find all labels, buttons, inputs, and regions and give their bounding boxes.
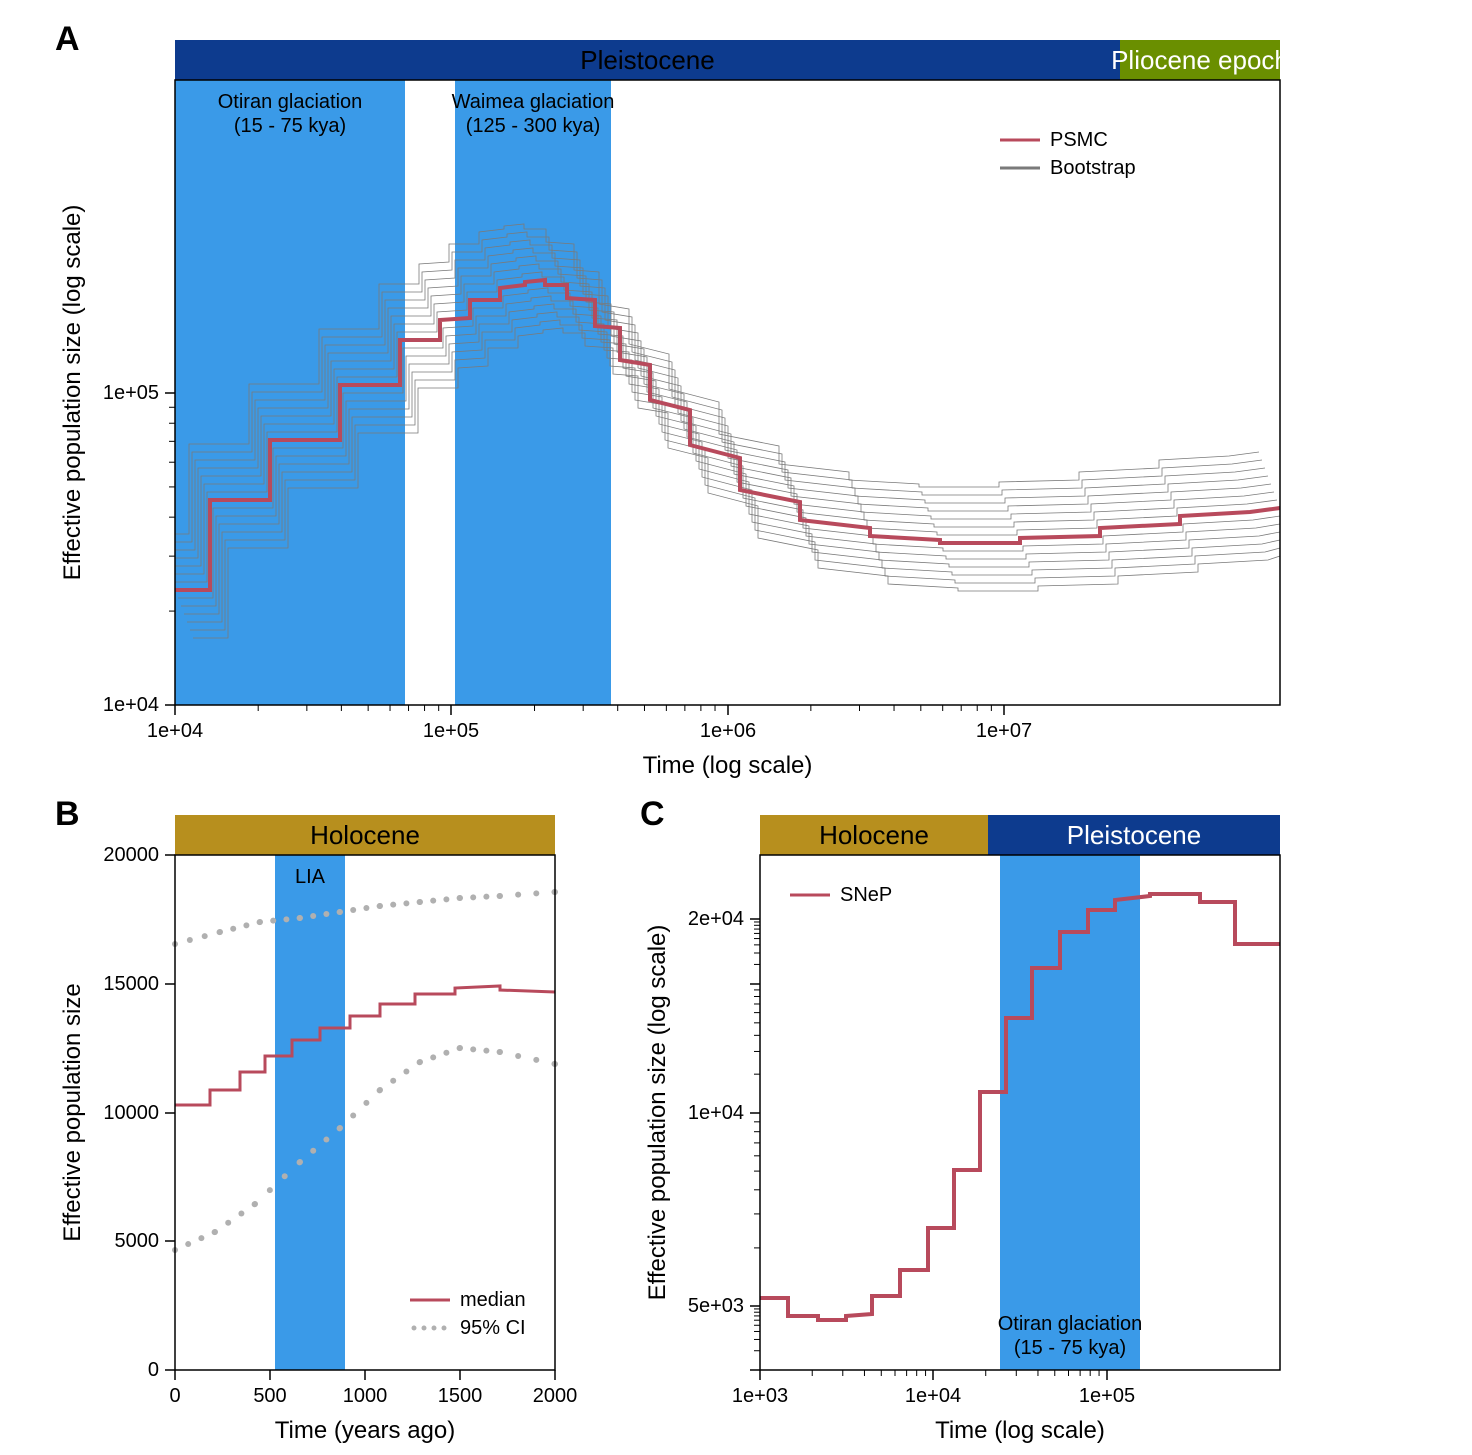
svg-text:1e+06: 1e+06	[700, 720, 756, 742]
svg-text:Waimea glaciation: Waimea glaciation	[452, 91, 615, 113]
svg-text:(125 - 300 kya): (125 - 300 kya)	[466, 115, 601, 137]
svg-text:20000: 20000	[103, 844, 159, 866]
svg-text:B: B	[55, 795, 80, 833]
svg-text:2e+04: 2e+04	[688, 908, 744, 930]
figure-svg: A Pleistocene Pliocene epoch Otiran glaciat…	[0, 0, 1472, 1455]
svg-text:Otiran glaciation: Otiran glaciation	[218, 91, 363, 113]
glaciation-band	[175, 80, 405, 705]
svg-text:Effective population size: Effective population size	[59, 983, 86, 1241]
svg-text:1e+03: 1e+03	[732, 1385, 788, 1407]
svg-text:5e+03: 5e+03	[688, 1295, 744, 1317]
legend-label: SNeP	[840, 884, 892, 906]
svg-text:Effective population size (log: Effective population size (log scale)	[59, 205, 86, 581]
svg-text:10000: 10000	[103, 1102, 159, 1124]
glaciation-band	[455, 80, 611, 705]
svg-text:1e+05: 1e+05	[103, 382, 159, 404]
legend-label: PSMC	[1050, 129, 1108, 151]
svg-text:C: C	[640, 795, 665, 833]
svg-text:Time (years ago): Time (years ago)	[275, 1417, 456, 1444]
svg-text:(15 - 75 kya): (15 - 75 kya)	[234, 115, 346, 137]
svg-text:1e+04: 1e+04	[905, 1385, 961, 1407]
svg-text:Time (log scale): Time (log scale)	[643, 752, 813, 779]
svg-text:5000: 5000	[115, 1230, 160, 1252]
svg-text:2000: 2000	[533, 1385, 578, 1407]
svg-text:Holocene: Holocene	[819, 820, 929, 850]
svg-text:LIA: LIA	[295, 866, 326, 888]
svg-text:Time (log scale): Time (log scale)	[935, 1417, 1105, 1444]
svg-text:Effective population size (log: Effective population size (log scale)	[644, 925, 671, 1301]
svg-text:Pleistocene: Pleistocene	[1067, 820, 1201, 850]
svg-text:1000: 1000	[343, 1385, 388, 1407]
legend-label: 95% CI	[460, 1317, 526, 1339]
glaciation-band	[275, 855, 345, 1370]
svg-text:1e+04: 1e+04	[688, 1102, 744, 1124]
svg-text:15000: 15000	[103, 973, 159, 995]
svg-text:Otiran glaciation: Otiran glaciation	[998, 1313, 1143, 1335]
legend-label: median	[460, 1289, 526, 1311]
svg-text:1e+07: 1e+07	[976, 720, 1032, 742]
svg-text:1e+04: 1e+04	[147, 720, 203, 742]
svg-text:500: 500	[253, 1385, 286, 1407]
main-series	[175, 986, 555, 1105]
svg-text:1e+04: 1e+04	[103, 694, 159, 716]
svg-text:1e+05: 1e+05	[1079, 1385, 1135, 1407]
legend-label: Bootstrap	[1050, 157, 1136, 179]
svg-text:A: A	[55, 20, 80, 58]
svg-text:Holocene: Holocene	[310, 820, 420, 850]
svg-text:0: 0	[148, 1359, 159, 1381]
svg-text:1e+05: 1e+05	[423, 720, 479, 742]
svg-text:Pleistocene: Pleistocene	[580, 45, 714, 75]
svg-text:Pliocene epoch: Pliocene epoch	[1111, 45, 1289, 75]
svg-text:1500: 1500	[438, 1385, 483, 1407]
svg-text:(15 - 75 kya): (15 - 75 kya)	[1014, 1337, 1126, 1359]
svg-text:0: 0	[169, 1385, 180, 1407]
